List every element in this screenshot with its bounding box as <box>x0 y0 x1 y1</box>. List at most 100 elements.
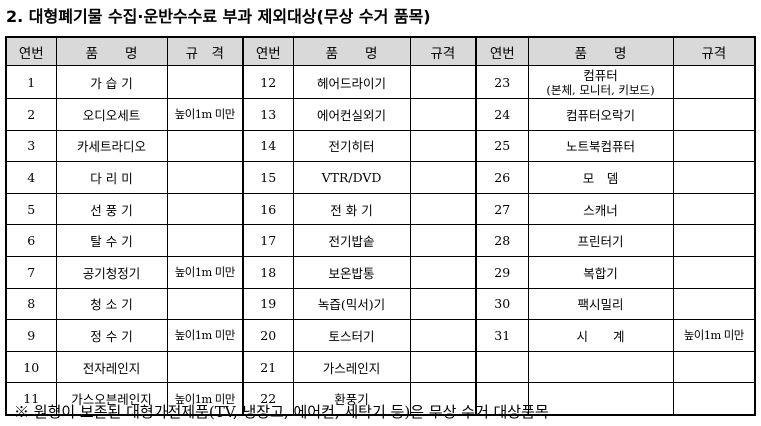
header-name-1: 품 명 <box>55 36 168 66</box>
header-spec-1: 규 격 <box>166 36 244 66</box>
header-no-1: 연번 <box>5 36 57 66</box>
item-spec <box>409 129 477 163</box>
item-name: 전 화 기 <box>292 192 411 226</box>
item-name: 녹즙(믹서)기 <box>292 287 411 321</box>
item-number: 1 <box>5 65 57 99</box>
item-spec <box>672 161 756 194</box>
header-name-3: 품 명 <box>527 36 674 66</box>
item-number: 12 <box>242 65 294 99</box>
item-number: 29 <box>475 255 529 289</box>
item-spec: 높이1m 미만 <box>672 319 756 352</box>
item-name: 헤어드라이기 <box>292 65 411 99</box>
item-name: 복합기 <box>527 255 674 289</box>
item-name: 청 소 기 <box>55 287 168 321</box>
item-name: 전기히터 <box>292 129 411 163</box>
table-row: 11 가스오븐레인지 높이1m 미만 22 환풍기 <box>5 382 756 416</box>
item-number: 7 <box>5 255 57 289</box>
item-number: 20 <box>242 319 294 352</box>
item-number: 18 <box>242 255 294 289</box>
item-spec <box>166 161 244 194</box>
item-spec <box>672 98 756 131</box>
item-spec <box>672 192 756 226</box>
item-number: 15 <box>242 161 294 194</box>
item-name: 정 수 기 <box>55 319 168 352</box>
item-number: 30 <box>475 287 529 321</box>
item-name: 토스터기 <box>292 319 411 352</box>
table-row: 3 카세트라디오 14 전기히터 25 노트북컴퓨터 <box>5 129 756 163</box>
table-header-row: 연번 품 명 규 격 연번 품 명 규격 연번 품 명 규격 <box>5 36 756 66</box>
item-number: 5 <box>5 192 57 226</box>
item-spec <box>409 319 477 352</box>
item-spec <box>409 224 477 257</box>
item-spec <box>166 192 244 226</box>
item-name: 프린터기 <box>527 224 674 257</box>
item-spec <box>672 224 756 257</box>
item-name <box>527 350 674 384</box>
item-number: 11 <box>5 382 57 416</box>
item-spec <box>409 255 477 289</box>
item-name: 팩시밀리 <box>527 287 674 321</box>
item-number: 24 <box>475 98 529 131</box>
item-name: 에어컨실외기 <box>292 98 411 131</box>
table-row: 7 공기청정기 높이1m 미만 18 보온밥통 29 복합기 <box>5 255 756 289</box>
item-name: 보온밥통 <box>292 255 411 289</box>
item-name: 전기밥솥 <box>292 224 411 257</box>
item-number: 23 <box>475 65 529 99</box>
table-row: 2 오디오세트 높이1m 미만 13 에어컨실외기 24 컴퓨터오락기 <box>5 98 756 131</box>
item-name: VTR/DVD <box>292 161 411 194</box>
item-name: 다 리 미 <box>55 161 168 194</box>
item-name: 컴퓨터 (본체, 모니터, 키보드) <box>527 65 674 99</box>
item-number: 19 <box>242 287 294 321</box>
header-no-2: 연번 <box>242 36 294 66</box>
item-name <box>527 382 674 416</box>
item-name: 가스오븐레인지 <box>55 382 168 416</box>
item-name: 카세트라디오 <box>55 129 168 163</box>
item-number: 8 <box>5 287 57 321</box>
item-name: 모 뎀 <box>527 161 674 194</box>
item-spec <box>409 350 477 384</box>
item-number: 13 <box>242 98 294 131</box>
item-number: 3 <box>5 129 57 163</box>
item-spec <box>409 287 477 321</box>
item-spec: 높이1m 미만 <box>166 98 244 131</box>
item-spec: 높이1m 미만 <box>166 255 244 289</box>
item-spec <box>409 98 477 131</box>
item-spec <box>672 382 756 416</box>
item-name: 탈 수 기 <box>55 224 168 257</box>
item-number: 31 <box>475 319 529 352</box>
item-number: 2 <box>5 98 57 131</box>
item-number: 4 <box>5 161 57 194</box>
item-spec <box>672 350 756 384</box>
item-spec <box>166 350 244 384</box>
item-number <box>475 382 529 416</box>
item-spec <box>166 287 244 321</box>
item-number: 10 <box>5 350 57 384</box>
header-name-2: 품 명 <box>292 36 411 66</box>
item-number: 22 <box>242 382 294 416</box>
item-name-main: 컴퓨터 <box>583 67 618 83</box>
item-spec <box>166 65 244 99</box>
item-spec <box>166 129 244 163</box>
item-number: 28 <box>475 224 529 257</box>
item-number: 17 <box>242 224 294 257</box>
footnote: ※ 원형이 보존된 대형가전제품(TV, 냉장고, 에어컨, 세탁기 등)은 무… <box>14 403 549 421</box>
item-spec <box>672 287 756 321</box>
item-name: 스캐너 <box>527 192 674 226</box>
item-number: 27 <box>475 192 529 226</box>
item-spec <box>409 192 477 226</box>
item-number: 26 <box>475 161 529 194</box>
item-number: 14 <box>242 129 294 163</box>
item-number: 16 <box>242 192 294 226</box>
item-spec <box>409 161 477 194</box>
item-name: 선 풍 기 <box>55 192 168 226</box>
item-number: 25 <box>475 129 529 163</box>
item-spec <box>409 65 477 99</box>
item-name: 가스레인지 <box>292 350 411 384</box>
